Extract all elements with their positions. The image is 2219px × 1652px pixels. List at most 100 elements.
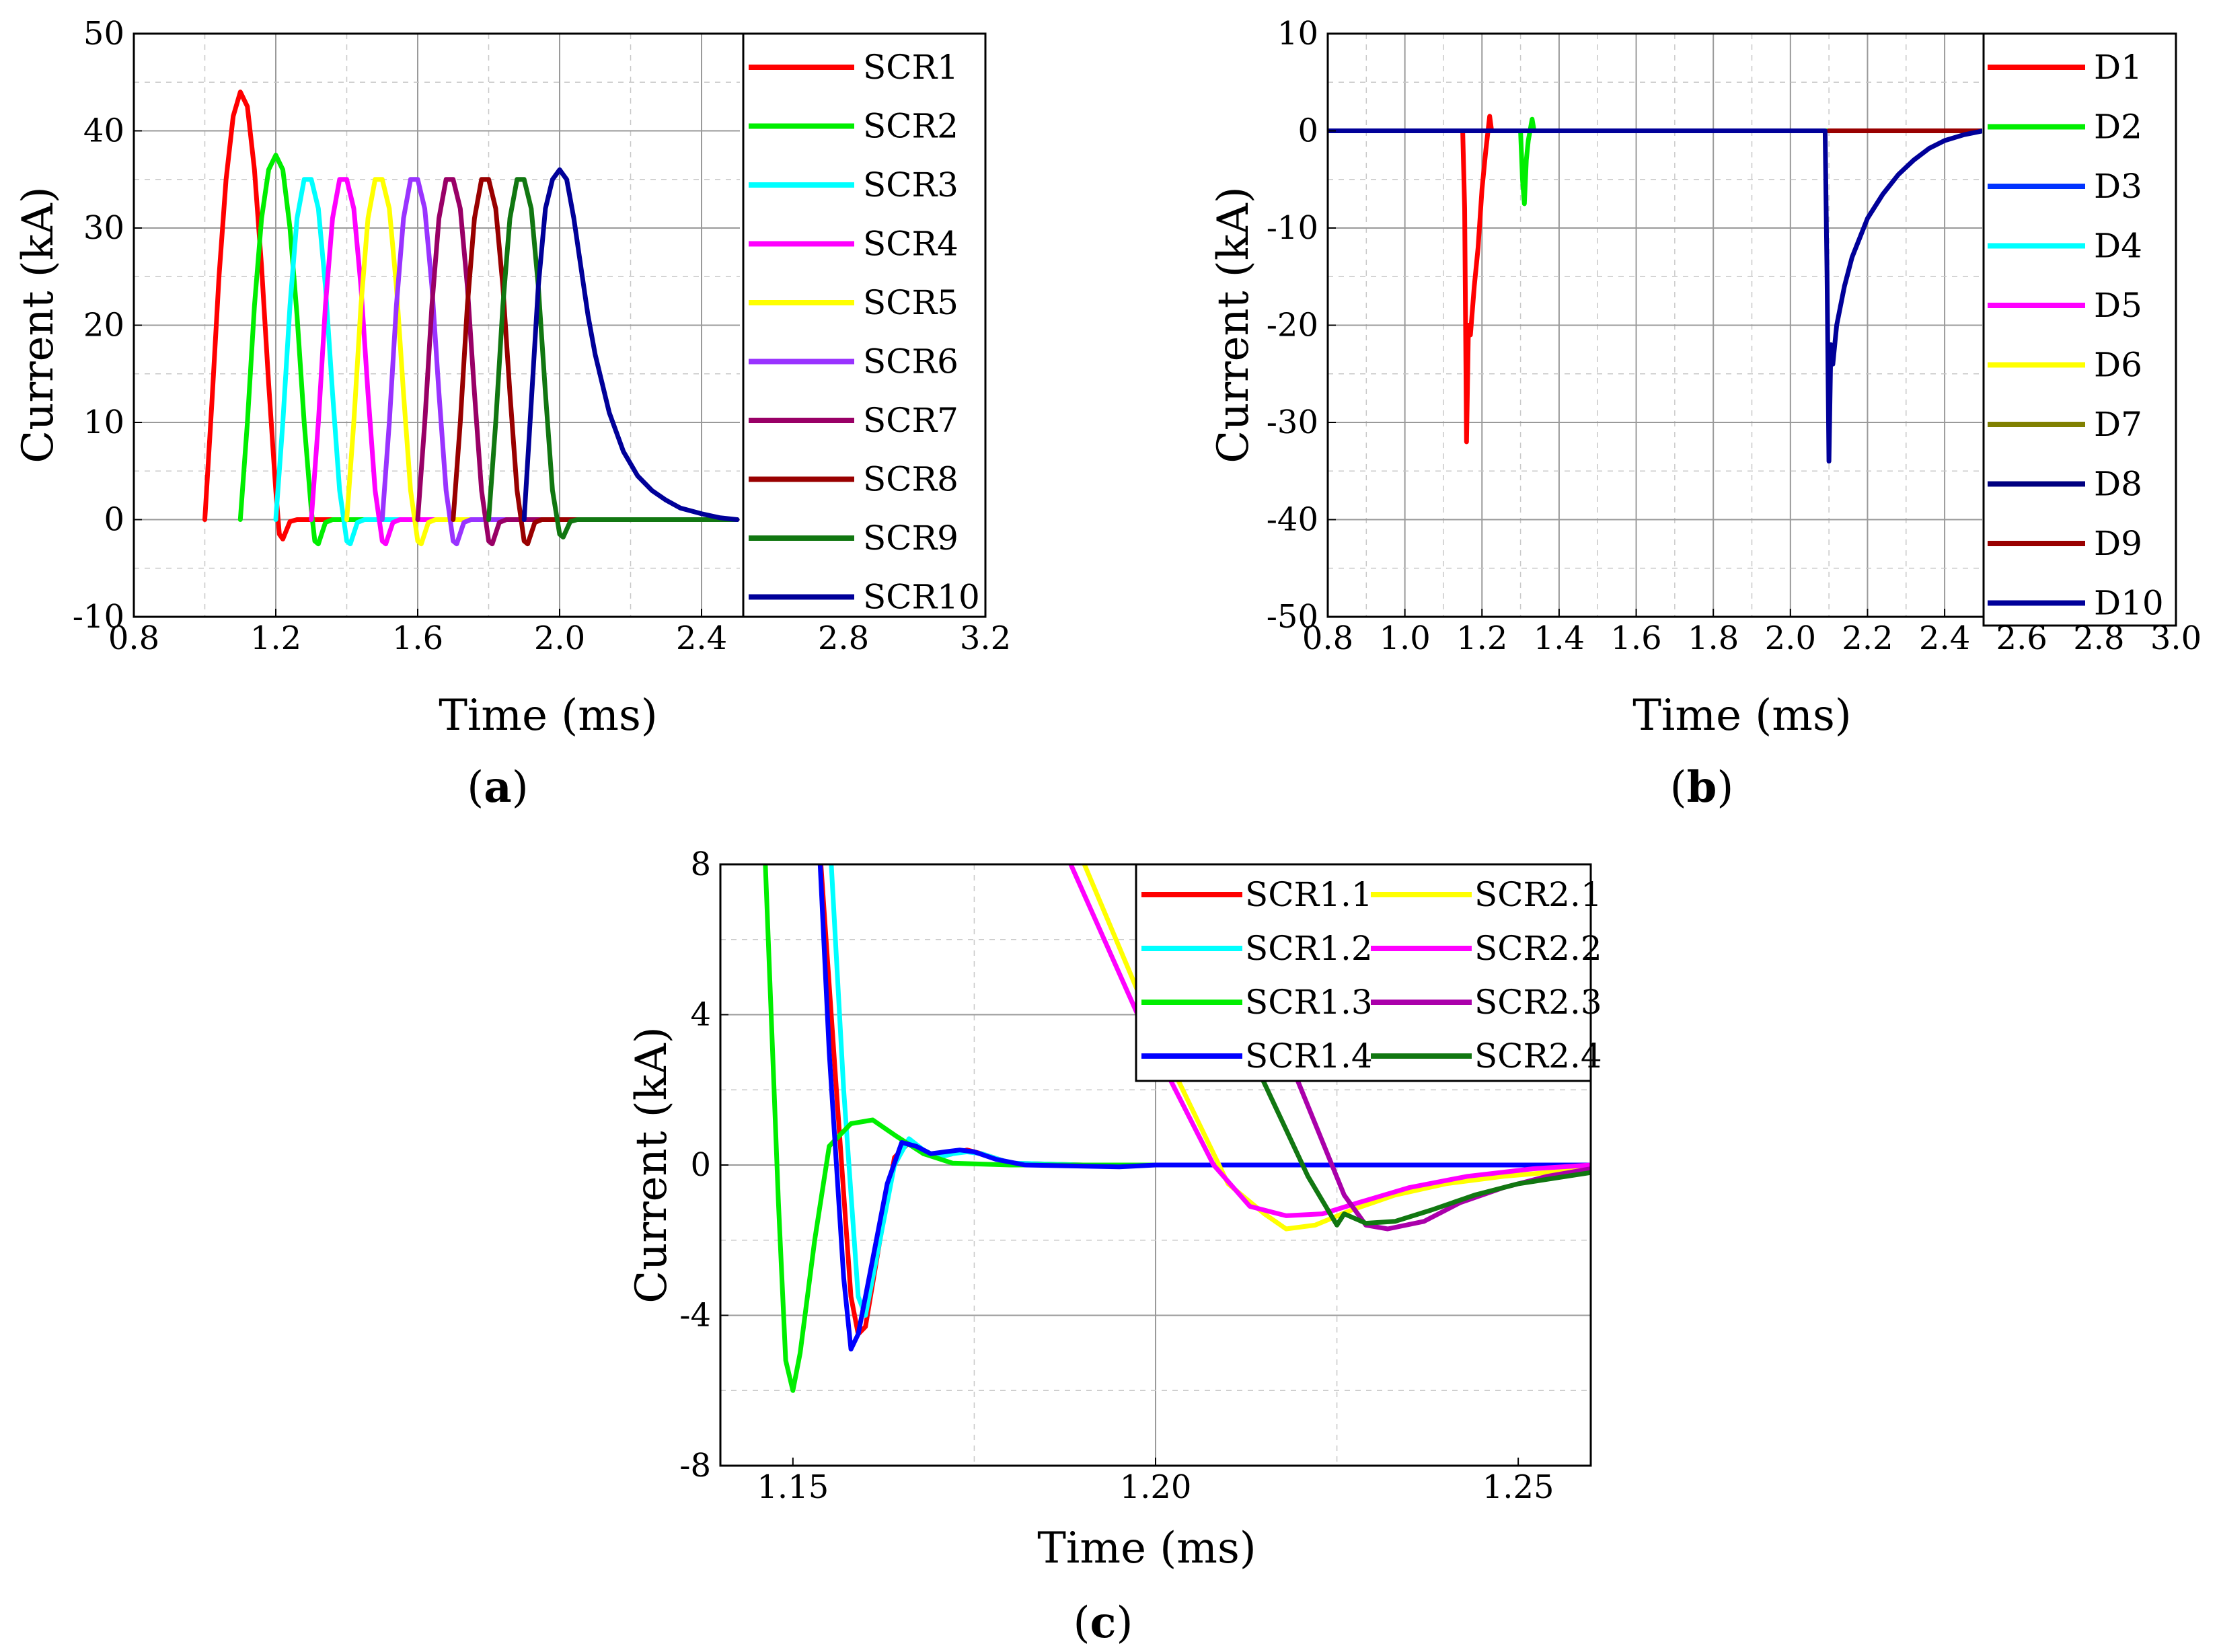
x-tick-label: 3.2: [960, 620, 1011, 657]
legend-label-scr7: SCR7: [863, 401, 958, 440]
y-tick-label: 10: [83, 404, 124, 441]
x-tick-label: 1.6: [392, 620, 443, 657]
legend-label-scr1-3: SCR1.3: [1245, 983, 1373, 1022]
x-tick-label: 0.8: [1302, 620, 1353, 657]
legend-label-scr8: SCR8: [863, 460, 958, 499]
y-tick-label: -10: [73, 598, 124, 636]
caption-a: (a): [467, 762, 528, 813]
x-tick-label: 1.4: [1534, 620, 1585, 657]
series-lines-c: [763, 864, 1591, 1393]
series-lines-b: [1328, 114, 1982, 464]
x-ticks-b: 0.8 1.0 1.2 1.4 1.6 1.8 2.0 2.2 2.4 2.6 2.8 3.0: [1302, 609, 2202, 657]
y-tick-label: 30: [83, 209, 124, 247]
y-tick-label: 4: [690, 996, 711, 1034]
chart-panel-a: 0.8 1.2 1.6 2.0 2.4 2.8 3.2 -10 0 10 20 30 40 50 SCR…: [13, 15, 1011, 813]
y-tick-label: 40: [83, 112, 124, 150]
legend-label-d10: D10: [2094, 584, 2164, 623]
x-tick-label: 1.8: [1688, 620, 1739, 657]
legend-a: SCR1 SCR2 SCR3 SCR4 SCR5 SCR6 SCR7 SCR8 SCR9 SCR1…: [742, 32, 987, 618]
y-tick-label: 20: [83, 307, 124, 344]
legend-label-scr1: SCR1: [863, 48, 958, 87]
legend-box-b: [1982, 32, 2177, 627]
x-ticks-a: 0.8 1.2 1.6 2.0 2.4 2.8 3.2: [108, 609, 1011, 657]
legend-label-scr5: SCR5: [863, 283, 958, 322]
legend-box-a: [742, 32, 987, 618]
x-tick-label: 1.15: [757, 1468, 829, 1506]
legend-label-scr1-2: SCR1.2: [1245, 929, 1373, 968]
legend-label-d5: D5: [2094, 286, 2142, 325]
legend-b: D1 D2 D3 D4 D5 D6 D7 D8 D9 D10: [1982, 32, 2177, 627]
y-tick-label: -8: [679, 1447, 711, 1485]
y-axis-label-b: Current (kA): [1209, 186, 1258, 463]
legend-label-scr10: SCR10: [863, 578, 980, 617]
legend-label-d8: D8: [2094, 465, 2142, 504]
x-tick-label: 1.0: [1379, 620, 1430, 657]
legend-label-d1: D1: [2094, 48, 2142, 87]
y-tick-label: 50: [83, 15, 124, 52]
legend-label-scr2-3: SCR2.3: [1474, 983, 1602, 1022]
legend-label-scr2-1: SCR2.1: [1474, 875, 1602, 914]
x-tick-label: 1.2: [250, 620, 301, 657]
legend-label-d4: D4: [2094, 227, 2142, 266]
y-tick-label: -10: [1267, 209, 1318, 247]
y-axis-label-a: Current (kA): [13, 186, 63, 463]
legend-label-scr2-4: SCR2.4: [1474, 1037, 1602, 1076]
x-ticks-c: 1.15 1.20 1.25: [757, 1458, 1554, 1506]
x-tick-label: 1.2: [1456, 620, 1507, 657]
caption-b: (b): [1670, 762, 1734, 813]
y-tick-label: -4: [679, 1297, 711, 1335]
y-tick-label: -20: [1267, 307, 1318, 344]
x-tick-label: 1.20: [1120, 1468, 1192, 1506]
x-tick-label: 2.0: [1765, 620, 1816, 657]
legend-label-scr6: SCR6: [863, 342, 958, 381]
series-line-scr2-1: [1082, 864, 1591, 1232]
y-ticks-b: -50 -40 -30 -20 -10 0 10: [1267, 15, 1336, 636]
series-line-scr2-4: [1168, 864, 1591, 1228]
series-line-scr1-3: [763, 864, 1591, 1393]
y-tick-label: 0: [690, 1146, 711, 1184]
legend-label-scr2-2: SCR2.2: [1474, 929, 1602, 968]
x-axis-label-b: Time (ms): [1632, 691, 1852, 741]
y-axis-label-c: Current (kA): [627, 1026, 677, 1303]
legend-c: SCR1.1 SCR1.2 SCR1.3 SCR1.4 SCR2.1 SCR2.2 SCR2…: [1135, 863, 1602, 1082]
y-tick-label: 10: [1277, 15, 1318, 52]
x-tick-label: 2.0: [534, 620, 585, 657]
x-tick-label: 2.4: [676, 620, 727, 657]
legend-label-d6: D6: [2094, 346, 2142, 385]
x-axis-label-c: Time (ms): [1037, 1524, 1256, 1573]
legend-label-scr4: SCR4: [863, 225, 958, 264]
legend-label-scr1-4: SCR1.4: [1245, 1037, 1373, 1076]
y-tick-label: -30: [1267, 404, 1318, 441]
x-tick-label: 2.4: [1919, 620, 1970, 657]
legend-label-scr2: SCR2: [863, 107, 958, 146]
legend-label-d7: D7: [2094, 405, 2142, 444]
y-ticks-a: -10 0 10 20 30 40 50: [73, 15, 142, 636]
series-line-d1: [1328, 114, 1982, 445]
series-line-d10: [1328, 128, 1982, 464]
legend-label-scr9: SCR9: [863, 519, 958, 558]
y-tick-label: 0: [1297, 112, 1318, 150]
legend-label-scr3: SCR3: [863, 165, 958, 204]
y-ticks-c: -8 -4 0 4 8: [679, 846, 728, 1485]
series-line-scr10: [521, 167, 740, 522]
y-tick-label: 8: [690, 846, 711, 883]
y-tick-label: -40: [1267, 501, 1318, 539]
series-line-scr1: [202, 89, 740, 541]
grid-b: [1328, 34, 1982, 617]
x-tick-label: 2.2: [1842, 620, 1893, 657]
x-axis-label-a: Time (ms): [439, 691, 658, 741]
legend-label-scr1-1: SCR1.1: [1245, 875, 1373, 914]
grid-a: [134, 34, 740, 617]
y-tick-label: 0: [104, 501, 124, 539]
y-tick-label: -50: [1267, 598, 1318, 636]
caption-c: (c): [1074, 1598, 1133, 1648]
x-tick-label: 0.8: [108, 620, 159, 657]
legend-box-c: [1135, 863, 1592, 1082]
legend-label-d9: D9: [2094, 524, 2142, 563]
legend-label-d2: D2: [2094, 108, 2142, 147]
series-line-scr1-4: [817, 864, 1591, 1352]
series-lines-a: [202, 89, 740, 547]
x-tick-label: 1.6: [1610, 620, 1661, 657]
